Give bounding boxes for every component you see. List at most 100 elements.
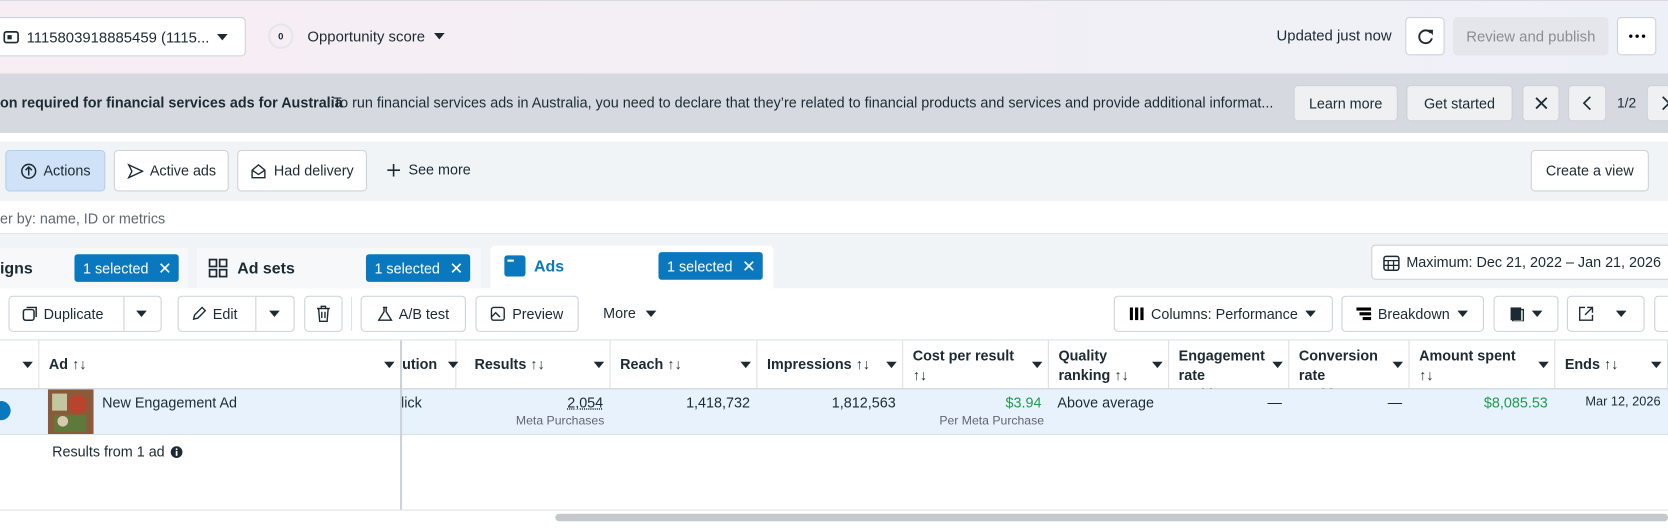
caret bbox=[434, 32, 445, 40]
ab-test-button[interactable]: A/B test bbox=[360, 295, 466, 332]
breakdown-label: Breakdown bbox=[1377, 305, 1450, 322]
ad-thumbnail bbox=[47, 389, 94, 435]
badge-label: 1 selected bbox=[82, 260, 149, 277]
cell: Above average bbox=[1057, 394, 1155, 411]
ad-name[interactable]: New Engagement Ad bbox=[102, 394, 238, 411]
ab-test-label: A/B test bbox=[398, 305, 450, 322]
results-summary: Results from 1 ad bbox=[52, 444, 183, 460]
account-selector[interactable]: 1115803918885459 (1115... bbox=[0, 17, 246, 57]
tab-label: Ad sets bbox=[237, 259, 295, 278]
ads-icon bbox=[504, 255, 526, 277]
columns-label: Columns: Performance bbox=[1150, 305, 1298, 322]
duplicate-button[interactable]: Duplicate bbox=[8, 295, 162, 332]
score-badge: 0 bbox=[268, 23, 294, 49]
filter-label: Active ads bbox=[149, 162, 217, 179]
column-caret[interactable] bbox=[447, 361, 459, 369]
column-caret[interactable] bbox=[886, 361, 897, 369]
get-started-button[interactable]: Get started bbox=[1406, 85, 1513, 122]
column-caret[interactable] bbox=[1152, 361, 1163, 369]
cell: $8,085.53 bbox=[1483, 394, 1548, 411]
search-bar[interactable] bbox=[0, 202, 1668, 235]
column-caret[interactable] bbox=[22, 361, 33, 369]
scrollbar[interactable] bbox=[555, 513, 1668, 522]
tab-label: igns bbox=[0, 259, 33, 278]
filter-label: Had delivery bbox=[273, 162, 354, 179]
filter-chip[interactable]: Actions bbox=[5, 149, 106, 192]
summary-label: Results from 1 ad bbox=[52, 443, 165, 460]
account-icon bbox=[3, 30, 19, 43]
edit-label: Edit bbox=[212, 305, 238, 322]
column-header: n bbox=[0, 340, 40, 389]
export-button[interactable] bbox=[1566, 295, 1645, 332]
column-caret[interactable] bbox=[384, 361, 395, 369]
breakdown-button[interactable]: Breakdown bbox=[1341, 295, 1484, 332]
more-menu[interactable]: More bbox=[603, 305, 657, 321]
date-range-picker[interactable]: Maximum: Dec 21, 2022 – Jan 21, 2026 bbox=[1371, 244, 1668, 280]
prev-button[interactable] bbox=[1568, 85, 1607, 122]
next-button[interactable] bbox=[1646, 85, 1668, 122]
banner-pager: 1/2 bbox=[1616, 94, 1637, 111]
divider bbox=[255, 296, 257, 331]
selected-row[interactable] bbox=[0, 388, 1668, 436]
cell: — bbox=[1387, 394, 1403, 411]
see-more-label: See more bbox=[408, 161, 471, 178]
column-header: Ad ↑↓ bbox=[39, 340, 402, 389]
badge-label: 1 selected bbox=[666, 257, 733, 274]
cell: 1,418,732 bbox=[686, 394, 750, 411]
banner-title: on required for financial services ads f… bbox=[0, 94, 343, 111]
update-status: Updated just now bbox=[1276, 26, 1392, 44]
column-caret[interactable] bbox=[593, 361, 605, 369]
caret bbox=[269, 310, 280, 318]
extra-button[interactable] bbox=[1654, 295, 1668, 332]
column-header: Results ↑↓ bbox=[465, 340, 611, 389]
column-caret[interactable] bbox=[740, 361, 752, 369]
reports-button[interactable] bbox=[1493, 295, 1559, 332]
selection-badge[interactable]: 1 selected bbox=[658, 252, 763, 280]
duplicate-label: Duplicate bbox=[43, 305, 104, 322]
caret bbox=[136, 310, 147, 318]
table-bottom bbox=[0, 509, 1668, 511]
column-header: Impressions ↑↓ bbox=[757, 340, 904, 389]
filter-chip[interactable]: Had delivery bbox=[237, 149, 368, 192]
cell: 2,054 bbox=[567, 394, 604, 411]
more-label: More bbox=[603, 305, 636, 322]
see-more[interactable]: See more bbox=[387, 162, 471, 178]
column-caret[interactable] bbox=[1031, 361, 1043, 369]
table-border bbox=[0, 339, 1668, 341]
column-header: Conversion rate rankin... bbox=[1289, 340, 1410, 389]
publish-button[interactable]: Review and publish bbox=[1453, 17, 1609, 56]
filter-label: Actions bbox=[43, 162, 91, 179]
column-header: Ends ↑↓ bbox=[1555, 340, 1668, 389]
caret bbox=[216, 33, 228, 40]
selection-badge[interactable]: 1 selected bbox=[74, 254, 179, 282]
banner-text: To run financial services ads in Austral… bbox=[332, 94, 1274, 111]
more-button[interactable] bbox=[1616, 17, 1657, 56]
preview-button[interactable]: Preview bbox=[475, 295, 579, 332]
column-header: Engagement rate rankin... bbox=[1169, 340, 1290, 389]
results-subtext: Meta Purchases bbox=[515, 414, 605, 428]
divider bbox=[351, 296, 353, 331]
score-label[interactable]: Opportunity score bbox=[307, 27, 425, 45]
status-toggle[interactable] bbox=[0, 401, 11, 421]
column-caret[interactable] bbox=[1538, 361, 1549, 369]
badge-label: 1 selected bbox=[374, 260, 440, 277]
date-range: Maximum: Dec 21, 2022 – Jan 21, 2026 bbox=[1406, 254, 1661, 271]
account-name: 1115803918885459 (1115... bbox=[26, 28, 210, 46]
column-caret[interactable] bbox=[1650, 361, 1662, 369]
create-view-button[interactable]: Create a view bbox=[1530, 149, 1649, 192]
filter-chip[interactable]: Active ads bbox=[113, 149, 229, 192]
frozen-divider bbox=[399, 340, 403, 510]
cost-subtext: Per Meta Purchase bbox=[939, 414, 1045, 428]
learn-more-button[interactable]: Learn more bbox=[1293, 85, 1398, 122]
column-header: Reach ↑↓ bbox=[611, 340, 758, 389]
refresh-button[interactable] bbox=[1405, 17, 1445, 56]
selection-badge[interactable]: 1 selected bbox=[365, 254, 470, 282]
column-caret[interactable] bbox=[1272, 361, 1283, 369]
column-caret[interactable] bbox=[1392, 361, 1404, 369]
delete-button[interactable] bbox=[304, 295, 343, 332]
close-button[interactable] bbox=[1522, 85, 1560, 122]
search-placeholder: er by: name, ID or metrics bbox=[0, 210, 166, 227]
columns-button[interactable]: Columns: Performance bbox=[1113, 295, 1333, 332]
